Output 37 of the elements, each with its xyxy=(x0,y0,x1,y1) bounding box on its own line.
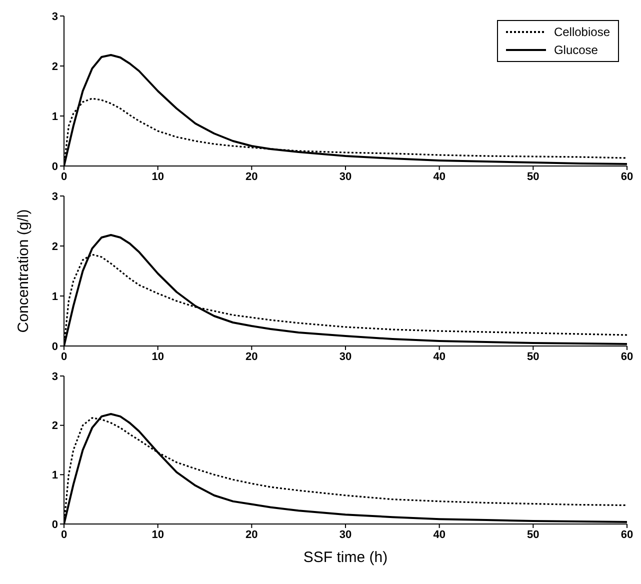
x-tick-label: 60 xyxy=(620,350,634,363)
x-tick-label: 60 xyxy=(620,170,634,183)
y-tick-label: 0 xyxy=(52,340,58,353)
x-tick-label: 60 xyxy=(620,528,634,541)
x-tick-label: 0 xyxy=(60,170,68,183)
y-tick-label: 3 xyxy=(52,10,58,23)
x-tick-label: 40 xyxy=(433,528,446,541)
legend-label: Cellobiose xyxy=(554,25,610,39)
x-tick-label: 50 xyxy=(527,528,540,541)
y-tick-label: 1 xyxy=(52,470,58,482)
y-tick-label: 1 xyxy=(52,290,58,303)
y-tick-label: 2 xyxy=(52,240,58,253)
y-tick-label: 1 xyxy=(52,110,58,123)
y-tick-label: 3 xyxy=(52,190,58,203)
x-axis-title: SSF time (h) xyxy=(303,549,388,566)
x-tick-label: 30 xyxy=(339,170,352,183)
x-tick-label: 0 xyxy=(60,528,68,541)
x-tick-label: 20 xyxy=(246,350,258,363)
y-tick-label: 0 xyxy=(52,518,58,531)
y-tick-label: 2 xyxy=(52,420,58,432)
x-tick-label: 40 xyxy=(433,350,446,363)
x-tick-label: 10 xyxy=(152,350,164,363)
x-tick-label: 20 xyxy=(246,170,258,183)
y-axis-title: Concentration (g/l) xyxy=(14,209,32,333)
x-tick-label: 10 xyxy=(152,170,164,183)
x-tick-label: 0 xyxy=(60,350,68,363)
x-tick-label: 50 xyxy=(527,350,540,363)
x-tick-label: 20 xyxy=(246,528,258,541)
legend-label: Glucose xyxy=(554,43,598,57)
x-tick-label: 50 xyxy=(527,170,540,183)
x-tick-label: 40 xyxy=(433,170,446,183)
y-tick-label: 0 xyxy=(52,160,58,173)
x-tick-label: 30 xyxy=(339,350,352,363)
x-tick-label: 30 xyxy=(339,528,352,541)
y-tick-label: 2 xyxy=(52,60,58,73)
y-tick-label: 3 xyxy=(52,370,58,383)
x-tick-label: 10 xyxy=(152,528,164,541)
